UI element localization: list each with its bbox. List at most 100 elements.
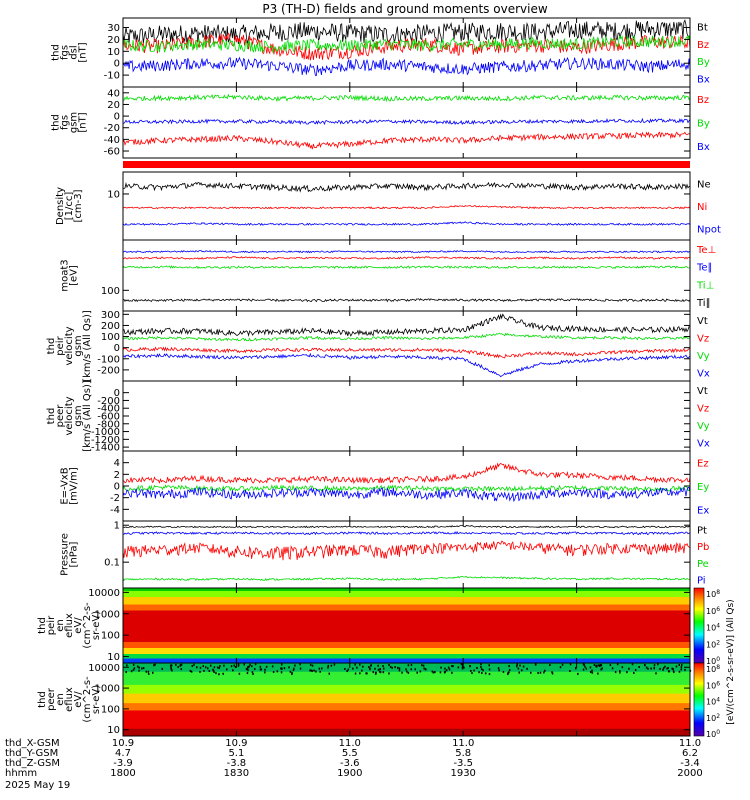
spectrogram-gap bbox=[125, 671, 127, 674]
series-fgs_dsl-Bx bbox=[122, 56, 691, 76]
spectrogram-gap bbox=[356, 666, 358, 669]
spectrogram-gap bbox=[471, 672, 473, 675]
y-tick-label: 100 bbox=[101, 704, 120, 715]
y-tick-label: 10 bbox=[107, 189, 120, 200]
spectrogram-gap bbox=[142, 667, 145, 670]
y-axis-label: peir bbox=[55, 335, 66, 355]
series-efield-Ey bbox=[122, 484, 691, 493]
y-tick-label: -200 bbox=[97, 365, 120, 376]
spectrogram-band bbox=[123, 604, 690, 611]
spectrogram-gap bbox=[252, 673, 254, 676]
spectrogram-gap bbox=[264, 668, 266, 671]
series-density-Ni bbox=[122, 205, 691, 210]
spectrogram-gap bbox=[265, 665, 268, 668]
spectrogram-gap bbox=[561, 663, 564, 666]
spectrogram-gap bbox=[382, 671, 385, 674]
spectrogram-gap bbox=[473, 669, 475, 672]
spectrogram-gap bbox=[138, 669, 140, 672]
spectrogram-band bbox=[123, 710, 690, 730]
spectrogram-gap bbox=[254, 663, 257, 666]
y-axis-label: thd bbox=[46, 408, 57, 425]
spectrogram-gap bbox=[488, 668, 491, 671]
spectrogram-gap bbox=[633, 671, 635, 674]
spectrogram-gap bbox=[678, 663, 681, 666]
y-axis-label: (cm^2-s- bbox=[82, 602, 93, 649]
spectrogram-gap bbox=[551, 671, 553, 674]
spectrogram-gap bbox=[132, 668, 135, 671]
spectrogram-gap bbox=[595, 664, 597, 667]
colorbar-tick-exp: 0 bbox=[716, 729, 720, 736]
spectrogram-band bbox=[123, 648, 690, 655]
series-pressure-Pi bbox=[122, 531, 691, 536]
spectrogram-gap bbox=[245, 668, 248, 671]
spectrogram-gap bbox=[518, 671, 520, 674]
spectrogram-gap bbox=[153, 664, 155, 667]
spectrogram-gap bbox=[434, 671, 436, 674]
spectrogram-band bbox=[123, 597, 690, 605]
series-efield-Ez bbox=[122, 462, 691, 485]
spectrogram-gap bbox=[569, 663, 572, 666]
colorbar-tick-exp: 8 bbox=[716, 589, 720, 596]
spectrogram-gap bbox=[218, 667, 221, 670]
spectrogram-gap bbox=[310, 669, 312, 672]
spectrogram-gap bbox=[388, 672, 390, 675]
spectrogram-gap bbox=[398, 669, 401, 672]
spectrogram-gap bbox=[647, 667, 649, 670]
y-axis-label: peir bbox=[46, 615, 57, 635]
spectrogram-gap bbox=[238, 672, 241, 675]
spectrogram-gap bbox=[569, 670, 571, 673]
y-tick-label: 2 bbox=[114, 470, 120, 481]
spectrogram-gap bbox=[508, 665, 510, 668]
legend-Ex: Ex bbox=[697, 505, 709, 516]
spectrogram-band bbox=[123, 588, 690, 592]
spectrogram-gap bbox=[126, 664, 128, 667]
series-fgs_dsl-Bt bbox=[122, 19, 691, 45]
spectrogram-gap bbox=[460, 663, 463, 666]
series-density-Npot bbox=[122, 221, 691, 226]
spectrogram-gap bbox=[330, 664, 333, 667]
spectrogram-gap bbox=[519, 664, 521, 667]
legend-Vt: Vt bbox=[697, 316, 708, 327]
y-axis-label: [eV] bbox=[69, 265, 80, 286]
spectrogram-gap bbox=[372, 671, 375, 674]
x-row-label: thd_X-GSM bbox=[5, 738, 60, 749]
series-temp-Te⊥ bbox=[122, 256, 691, 260]
colorbar-tick-label: 108 bbox=[706, 664, 720, 674]
spectrogram-gap bbox=[213, 670, 215, 673]
spectrogram-gap bbox=[534, 663, 537, 666]
spectrogram-gap bbox=[414, 668, 417, 671]
spectrogram-gap bbox=[476, 667, 478, 670]
spectrogram-gap bbox=[280, 667, 282, 670]
spectrogram-gap bbox=[666, 667, 668, 670]
spectrogram-gap bbox=[680, 666, 683, 669]
spectrogram-gap bbox=[309, 663, 312, 666]
spectrogram-gap bbox=[480, 668, 483, 671]
series-peir_vel-Vt bbox=[122, 313, 691, 337]
legend-Bx: Bx bbox=[697, 74, 710, 85]
spectrogram-gap bbox=[530, 671, 532, 674]
spectrogram-gap bbox=[482, 669, 484, 672]
spectrogram-gap bbox=[394, 666, 396, 669]
spectrogram-gap bbox=[328, 672, 331, 675]
spectrogram-gap bbox=[190, 670, 193, 673]
x-tick-label: 1930 bbox=[450, 768, 475, 779]
spectrogram-gap bbox=[212, 668, 214, 671]
spectrogram-gap bbox=[659, 667, 661, 670]
spectrogram-gap bbox=[574, 666, 577, 669]
y-axis-label: eflux bbox=[64, 687, 75, 712]
spectrogram-gap bbox=[416, 671, 418, 674]
y-tick-label: 1000 bbox=[95, 684, 120, 695]
spectrogram-gap bbox=[283, 667, 286, 670]
x-row-label: thd_Z-GSM bbox=[5, 758, 60, 769]
spectrogram-gap bbox=[382, 665, 384, 668]
spectrogram-gap bbox=[470, 669, 472, 672]
y-axis-label: [1/cc] bbox=[64, 192, 75, 221]
spectrogram-gap bbox=[249, 663, 251, 666]
spectrogram-gap bbox=[585, 667, 588, 670]
spectrogram-gap bbox=[369, 667, 371, 670]
spectrogram-gap bbox=[233, 664, 235, 667]
spectrogram-gap bbox=[352, 667, 354, 670]
y-axis-label: Pressure bbox=[60, 533, 71, 576]
y-tick-label: 40 bbox=[107, 88, 120, 99]
